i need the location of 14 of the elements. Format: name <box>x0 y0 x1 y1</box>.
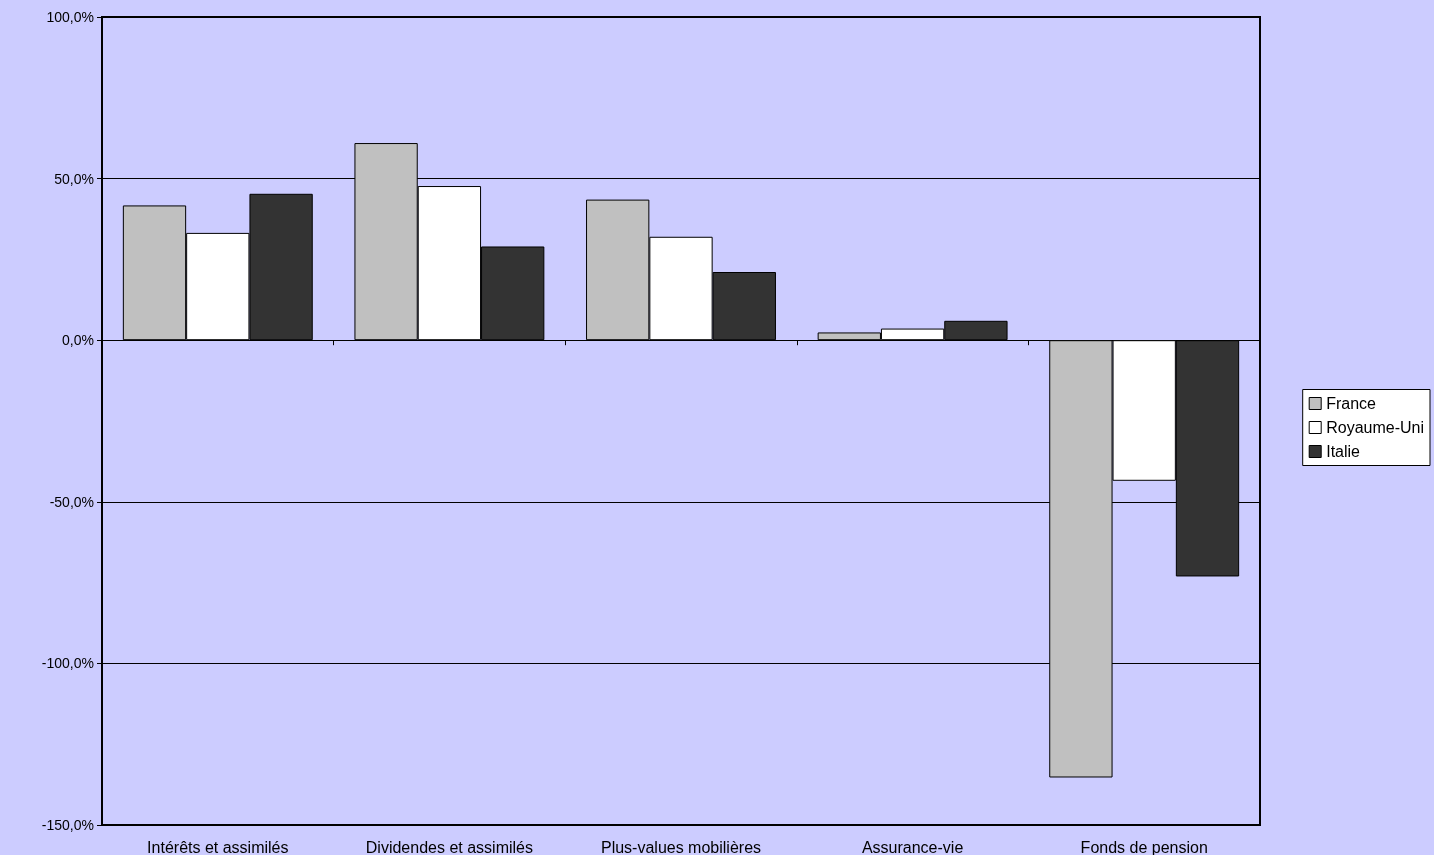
legend-label: Royaume-Uni <box>1326 419 1424 436</box>
x-tick-label: Plus-values mobilières <box>600 838 762 855</box>
y-tick-label: 50,0% <box>54 170 94 187</box>
y-tick-label: 0,0% <box>62 332 94 349</box>
legend-label: Italie <box>1326 443 1361 460</box>
x-tick-label: Intérêts et assimilés <box>147 838 289 855</box>
x-tick-label: Assurance-vie <box>861 838 964 855</box>
y-tick-label: -100,0% <box>41 655 94 672</box>
x-tick-label: Dividendes et assimilés <box>365 838 533 855</box>
y-tick-label: -50,0% <box>49 493 94 510</box>
y-tick-label: 100,0% <box>46 9 94 25</box>
y-tick-label: -150,0% <box>41 817 94 833</box>
legend-label: France <box>1326 395 1377 412</box>
x-tick-label: Fonds de pension <box>1080 838 1208 855</box>
